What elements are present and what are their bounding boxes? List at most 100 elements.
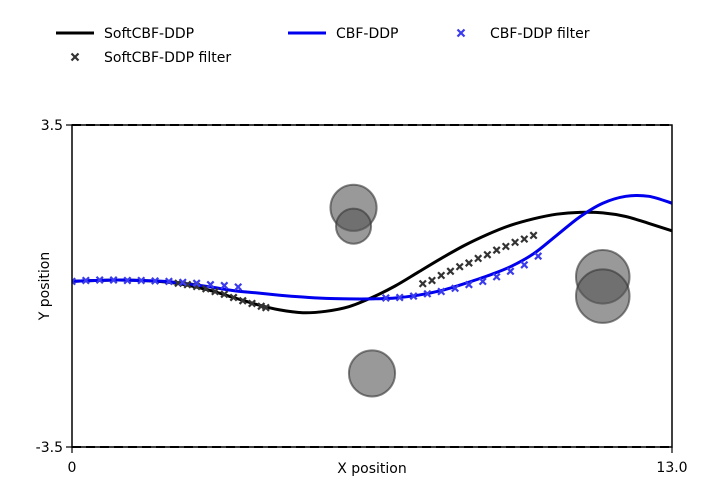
marker-cbf-ddp-filter-12-b: [234, 282, 243, 291]
marker-softcbf-ddp-filter-14: [446, 267, 455, 276]
marker-cbf-ddp-filter-23-b: [520, 260, 529, 269]
marker-cbf-ddp-filter-6-b: [151, 276, 160, 285]
marker-cbf-ddp-filter-2: [95, 276, 104, 284]
marker-softcbf-ddp-filter-7-b: [238, 296, 247, 305]
marker-softcbf-ddp-filter-13: [437, 271, 446, 280]
marker-cbf-ddp-filter-7-b: [164, 277, 173, 286]
obstacle-1: [335, 207, 373, 245]
marker-cbf-ddp-filter-6: [151, 276, 160, 285]
marker-cbf-ddp-filter-0: [72, 277, 76, 286]
y-tick-label-1: -3.5: [36, 440, 63, 456]
marker-cbf-ddp-filter-8-b: [178, 278, 187, 287]
marker-cbf-ddp-filter-15-b: [409, 292, 418, 301]
marker-cbf-ddp-filter-18-b: [451, 284, 460, 293]
marker-softcbf-ddp-filter-17: [474, 254, 483, 263]
legend-swatch-cbf-ddp-filter: [456, 28, 466, 38]
legend-swatch-cbf-ddp-filter-b: [456, 28, 466, 38]
marker-cbf-ddp-filter-16-b: [423, 289, 432, 298]
marker-softcbf-ddp-filter-11: [418, 279, 427, 288]
obstacle-4: [575, 268, 631, 324]
legend-label-softcbf-ddp-filter: SoftCBF-DDP filter: [104, 50, 231, 66]
marker-cbf-ddp-filter-17-b: [437, 287, 446, 296]
marker-softcbf-ddp-filter-16-b: [464, 259, 473, 267]
marker-cbf-ddp-filter-19-b: [464, 280, 473, 289]
marker-softcbf-ddp-filter-22-b: [520, 235, 529, 244]
marker-cbf-ddp-filter-9-b: [192, 279, 201, 288]
marker-cbf-ddp-filter-0-a: [72, 279, 76, 286]
marker-softcbf-ddp-filter-1-b: [183, 280, 192, 289]
plot-frame: [71, 124, 673, 448]
y-tick-label-0: 3.5: [41, 118, 63, 134]
marker-softcbf-ddp-filter-8-b: [248, 299, 256, 308]
marker-cbf-ddp-filter-1-b: [81, 276, 90, 285]
marker-softcbf-ddp-filter-21-b: [511, 238, 520, 247]
marker-cbf-ddp-filter-21: [492, 272, 501, 281]
marker-softcbf-ddp-filter-4-b: [211, 287, 220, 296]
marker-softcbf-ddp-filter-22: [520, 235, 529, 244]
legend: SoftCBF-DDP SoftCBF-DDP filter CBF-DDP CBF-…: [56, 26, 590, 66]
marker-softcbf-ddp-filter-5: [220, 290, 229, 299]
marker-cbf-ddp-filter-19: [464, 280, 473, 289]
marker-cbf-ddp-filter-22-b: [506, 267, 515, 276]
marker-softcbf-ddp-filter-18: [483, 250, 492, 259]
marker-cbf-ddp-filter-17: [437, 287, 446, 296]
marker-cbf-ddp-filter-24-b: [534, 252, 543, 261]
marker-cbf-ddp-filter-13-b: [381, 293, 390, 302]
plot-area: [71, 124, 673, 448]
legend-label-softcbf-ddp: SoftCBF-DDP: [104, 26, 194, 42]
marker-softcbf-ddp-filter-15: [455, 262, 464, 271]
marker-softcbf-ddp-filter-12: [428, 276, 436, 285]
marker-softcbf-ddp-filter-13-b: [437, 271, 446, 280]
marker-softcbf-ddp-filter-5-b: [220, 290, 229, 299]
marker-softcbf-ddp-filter-19-b: [492, 246, 501, 255]
marker-cbf-ddp-filter-1: [81, 276, 90, 285]
y-axis-label: Y position: [37, 252, 53, 321]
marker-cbf-ddp-filter-16: [423, 289, 432, 298]
series-markers: [72, 231, 543, 312]
marker-cbf-ddp-filter-12: [234, 282, 243, 291]
marker-cbf-ddp-filter-4: [123, 276, 132, 285]
marker-softcbf-ddp-filter-1: [183, 280, 192, 289]
marker-softcbf-ddp-filter-20-b: [501, 242, 510, 251]
legend-label-cbf-ddp: CBF-DDP: [336, 26, 399, 42]
marker-softcbf-ddp-filter-6: [229, 293, 238, 302]
marker-cbf-ddp-filter-2-b: [95, 276, 104, 284]
x-tick-label-1: 13.0: [656, 460, 687, 476]
marker-cbf-ddp-filter-7: [164, 277, 173, 286]
marker-softcbf-ddp-filter-16: [464, 259, 473, 267]
marker-cbf-ddp-filter-23: [520, 260, 529, 269]
marker-softcbf-ddp-filter-21: [511, 238, 520, 247]
marker-cbf-ddp-filter-5-b: [137, 276, 146, 285]
marker-softcbf-ddp-filter-19: [492, 246, 501, 255]
marker-softcbf-ddp-filter-23-b: [529, 231, 538, 240]
marker-cbf-ddp-filter-11-b: [220, 281, 229, 290]
marker-cbf-ddp-filter-15: [409, 292, 418, 301]
marker-cbf-ddp-filter-10-b: [206, 280, 215, 289]
marker-softcbf-ddp-filter-8: [248, 299, 256, 308]
marker-cbf-ddp-filter-14-b: [395, 293, 404, 302]
marker-cbf-ddp-filter-20: [478, 277, 487, 286]
marker-cbf-ddp-filter-14: [395, 293, 404, 302]
marker-softcbf-ddp-filter-10: [261, 303, 270, 312]
marker-cbf-ddp-filter-4-b: [123, 276, 132, 285]
series-line-cbf-ddp: [72, 193, 672, 301]
marker-softcbf-ddp-filter-14-b: [446, 267, 455, 276]
marker-cbf-ddp-filter-5: [137, 276, 146, 285]
marker-softcbf-ddp-filter-23: [529, 231, 538, 240]
marker-softcbf-ddp-filter-7: [238, 296, 247, 305]
legend-swatch-softcbf-ddp-filter-b: [70, 52, 80, 62]
legend-label-cbf-ddp-filter: CBF-DDP filter: [490, 26, 590, 42]
marker-softcbf-ddp-filter-12-b: [428, 276, 436, 285]
obstacles: [329, 183, 631, 398]
marker-cbf-ddp-filter-18: [451, 284, 460, 293]
marker-cbf-ddp-filter-3-b: [109, 276, 118, 284]
x-tick-label-0: 0: [68, 460, 77, 476]
marker-softcbf-ddp-filter-18-b: [483, 250, 492, 259]
legend-swatch-softcbf-ddp-filter: [70, 52, 80, 62]
marker-softcbf-ddp-filter-10-b: [261, 303, 270, 312]
marker-softcbf-ddp-filter-11-b: [418, 279, 427, 288]
marker-cbf-ddp-filter-9: [192, 279, 201, 288]
marker-cbf-ddp-filter-3: [109, 276, 118, 284]
marker-cbf-ddp-filter-13: [381, 293, 390, 302]
